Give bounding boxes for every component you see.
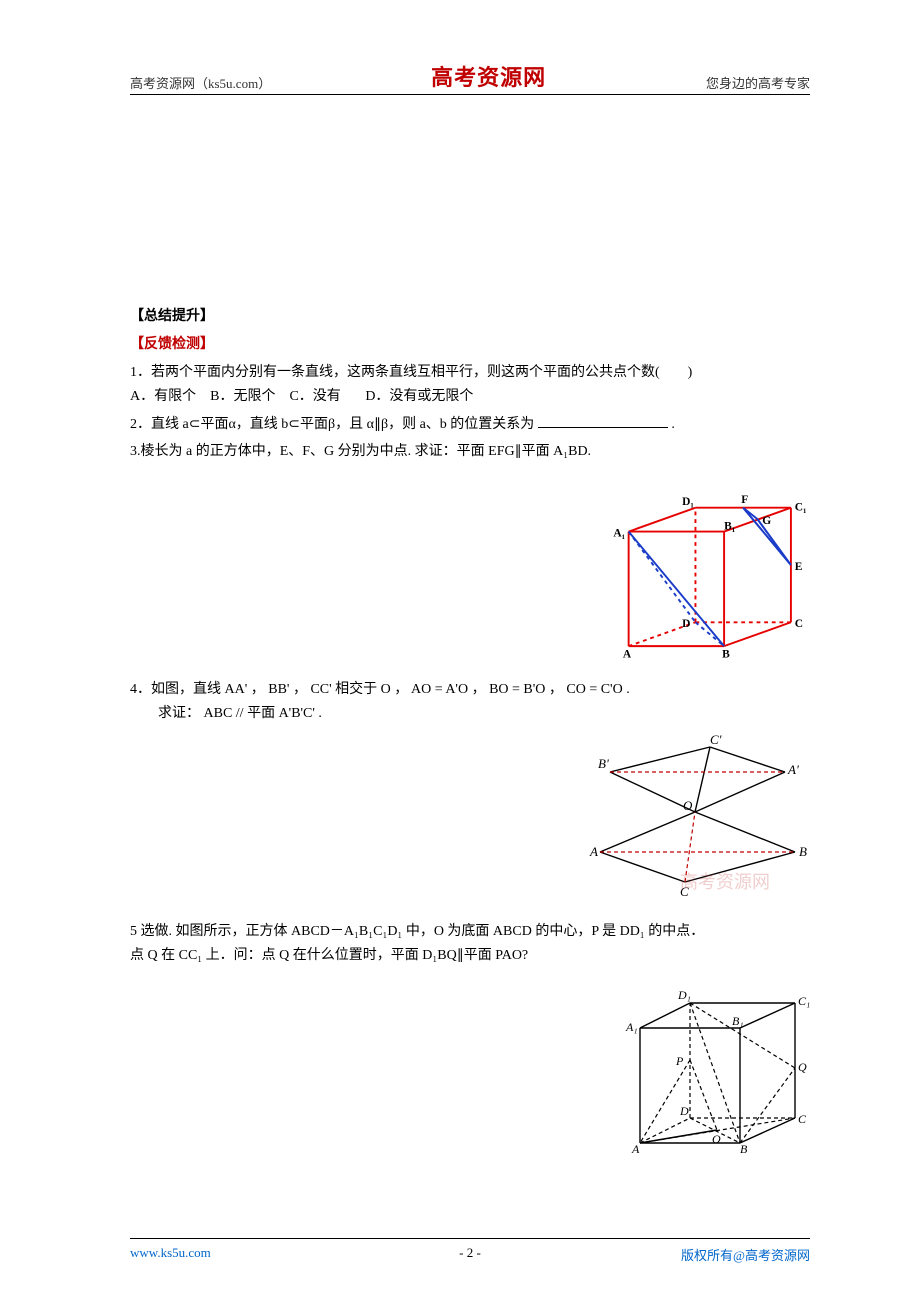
svg-text:B: B — [740, 1142, 748, 1153]
q5-line1: 5 选做. 如图所示，正方体 ABCD－A₁B₁C₁D₁ 中，O 为底面 ABC… — [130, 924, 704, 939]
svg-text:B': B' — [598, 756, 609, 771]
q1-optA: A．有限个 — [130, 389, 196, 404]
footer-url: www.ks5u.com — [130, 1245, 211, 1264]
svg-text:O: O — [683, 798, 693, 813]
q1-optB: B．无限个 — [210, 389, 275, 404]
header-left: 高考资源网（ks5u.com） — [130, 73, 271, 92]
summary-heading: 【总结提升】 — [130, 305, 810, 325]
page-number: - 2 - — [459, 1245, 481, 1261]
svg-text:A': A' — [787, 762, 799, 777]
svg-text:A: A — [631, 1142, 640, 1153]
figure-cube-pao: A B C D A₁ B₁ C₁ D₁ O P Q — [130, 973, 810, 1153]
svg-text:D₁: D₁ — [677, 988, 691, 1002]
problem-2: 2．直线 a⊂平面α，直线 b⊂平面β，且 α∥β，则 a、b 的位置关系为 . — [130, 413, 810, 437]
svg-text:A₁: A₁ — [613, 528, 625, 540]
q4-line1: 4．如图，直线 AA' ， BB' ， CC' 相交于 O ， AO = A'O… — [130, 682, 630, 697]
svg-text:A₁: A₁ — [625, 1020, 638, 1034]
document-body: 【总结提升】 【反馈检测】 1．若两个平面内分别有一条直线，这两条直线互相平行，… — [130, 305, 810, 1153]
svg-text:C: C — [798, 1112, 807, 1126]
svg-text:P: P — [675, 1054, 684, 1068]
problem-4: 4．如图，直线 AA' ， BB' ， CC' 相交于 O ， AO = A'O… — [130, 678, 810, 726]
svg-text:E: E — [795, 561, 803, 573]
svg-text:C': C' — [710, 732, 722, 747]
svg-text:A: A — [589, 844, 598, 859]
problem-1: 1．若两个平面内分别有一条直线，这两条直线互相平行，则这两个平面的公共点个数( … — [130, 361, 810, 409]
q3-stem: 3.棱长为 a 的正方体中，E、F、G 分别为中点. 求证：平面 EFG∥平面 … — [130, 444, 591, 459]
svg-text:D: D — [679, 1104, 689, 1118]
svg-text:D: D — [682, 618, 690, 630]
svg-text:B: B — [722, 649, 730, 660]
problem-3: 3.棱长为 a 的正方体中，E、F、G 分别为中点. 求证：平面 EFG∥平面 … — [130, 440, 810, 464]
footer-copyright: 版权所有@高考资源网 — [681, 1245, 810, 1264]
page-header: 高考资源网（ks5u.com） 高考资源网 您身边的高考专家 — [130, 60, 810, 95]
svg-text:G: G — [762, 515, 771, 527]
q4-line2: 求证： ABC // 平面 A'B'C' . — [130, 702, 322, 726]
svg-text:B: B — [799, 844, 807, 859]
svg-text:C₁: C₁ — [798, 994, 810, 1008]
fill-blank — [538, 414, 668, 428]
svg-text:F: F — [741, 494, 748, 506]
svg-text:C₁: C₁ — [795, 502, 807, 514]
page-footer: www.ks5u.com - 2 - 版权所有@高考资源网 — [130, 1238, 810, 1264]
q1-stem: 1．若两个平面内分别有一条直线，这两条直线互相平行，则这两个平面的公共点个数( … — [130, 365, 692, 380]
svg-text:B₁: B₁ — [724, 521, 735, 533]
q1-optD: D．没有或无限个 — [365, 389, 473, 404]
q5-line2: 点 Q 在 CC₁ 上．问：点 Q 在什么位置时，平面 D₁BQ∥平面 PAO? — [130, 948, 528, 963]
svg-text:C: C — [680, 884, 689, 899]
q2-stem-before: 2．直线 a⊂平面α，直线 b⊂平面β，且 α∥β，则 a、b 的位置关系为 — [130, 417, 534, 432]
svg-text:A: A — [623, 649, 632, 660]
q2-stem-after: . — [671, 417, 675, 432]
svg-text:Q: Q — [798, 1060, 807, 1074]
svg-text:C: C — [795, 618, 803, 630]
q1-optC: C．没有 — [289, 389, 340, 404]
svg-text:D₁: D₁ — [682, 496, 694, 508]
figure-cube-efg: A B C D A₁ B₁ C₁ D₁ E F G — [130, 470, 810, 660]
svg-text:O: O — [712, 1132, 721, 1146]
feedback-heading: 【反馈检测】 — [130, 333, 810, 353]
figure-bipyramid: B' C' A' O A B C 高考资源网 — [130, 732, 810, 902]
svg-text:B₁: B₁ — [732, 1014, 744, 1028]
header-right: 您身边的高考专家 — [706, 73, 810, 92]
problem-5: 5 选做. 如图所示，正方体 ABCD－A₁B₁C₁D₁ 中，O 为底面 ABC… — [130, 920, 810, 968]
header-logo-text: 高考资源网 — [431, 60, 546, 92]
